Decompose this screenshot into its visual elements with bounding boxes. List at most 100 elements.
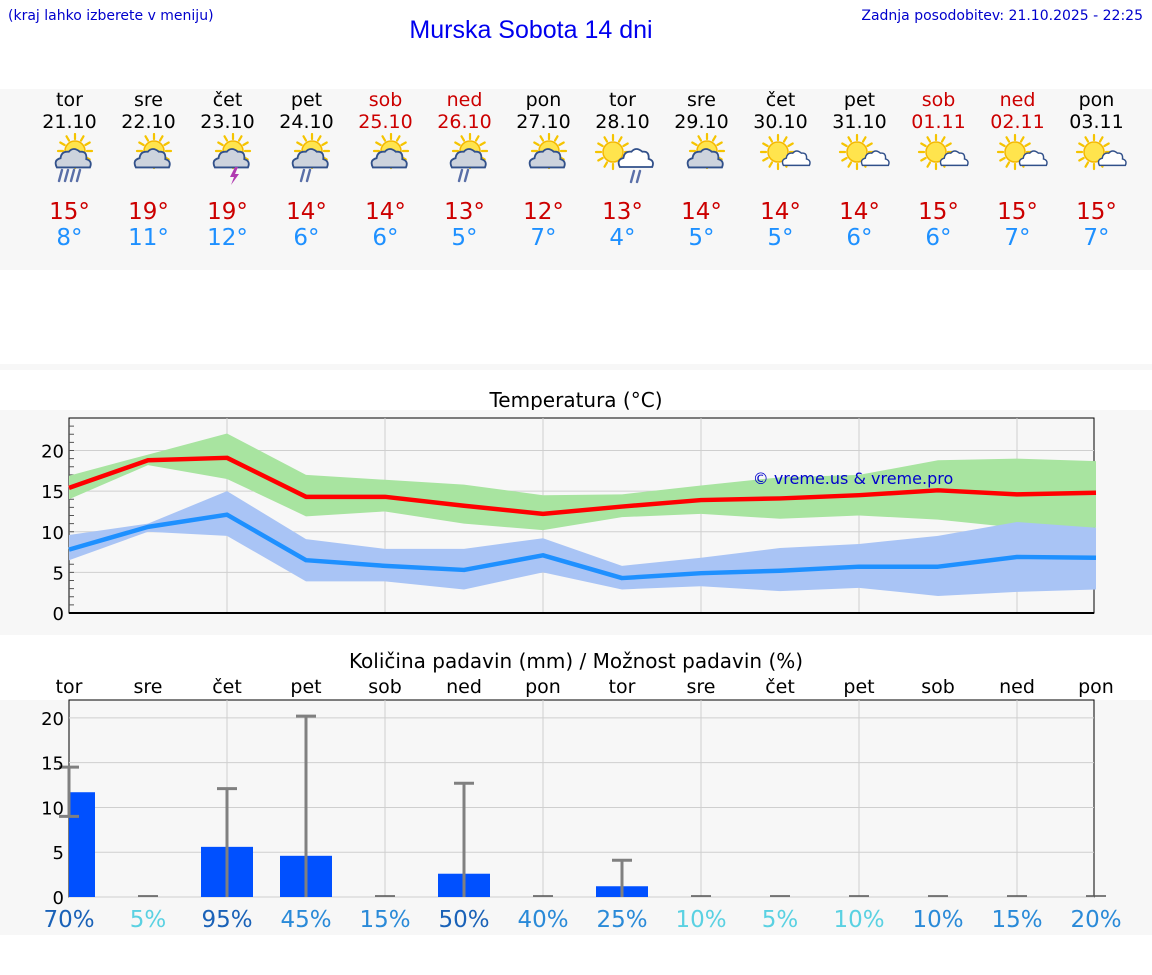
max-temperature: 14° — [365, 199, 406, 225]
day-date: 23.10 — [200, 111, 255, 133]
max-temperature: 13° — [444, 199, 485, 225]
y-tick-label: 10 — [41, 523, 64, 544]
precipitation-probability: 15% — [991, 907, 1042, 933]
x-category-label: tor — [609, 676, 636, 698]
page-title: Murska Sobota 14 dni — [409, 16, 653, 44]
day-date: 21.10 — [42, 111, 97, 133]
min-temperature: 6° — [925, 225, 952, 251]
precipitation-probability: 10% — [833, 907, 884, 933]
day-date: 27.10 — [516, 111, 571, 133]
temperature-chart-title: Temperatura (°C) — [489, 388, 663, 412]
precipitation-probability: 10% — [912, 907, 963, 933]
max-temperature: 13° — [602, 199, 643, 225]
x-category-label: pon — [1078, 676, 1114, 698]
x-category-label: pet — [843, 676, 874, 698]
x-category-label: pet — [290, 676, 321, 698]
y-tick-label: 20 — [41, 709, 64, 730]
max-temperature: 14° — [286, 199, 327, 225]
y-tick-label: 15 — [41, 754, 64, 775]
x-category-label: čet — [212, 676, 242, 698]
day-date: 29.10 — [674, 111, 729, 133]
divider — [0, 364, 1152, 370]
min-temperature: 7° — [530, 225, 557, 251]
max-temperature: 15° — [49, 199, 90, 225]
x-category-label: čet — [765, 676, 795, 698]
day-name: ned — [446, 89, 483, 111]
watermark: © vreme.us & vreme.pro — [753, 469, 954, 488]
day-name: pet — [843, 89, 876, 111]
day-date: 24.10 — [279, 111, 334, 133]
sun-white-cloud-rain-icon — [580, 133, 664, 197]
day-name: sob — [921, 89, 956, 111]
precipitation-probability: 20% — [1070, 907, 1121, 933]
min-temperature: 12° — [207, 225, 248, 251]
y-tick-label: 0 — [53, 888, 64, 909]
max-temperature: 19° — [207, 199, 248, 225]
max-temperature: 15° — [1076, 199, 1117, 225]
day-name: sob — [368, 89, 403, 111]
max-temperature: 15° — [918, 199, 959, 225]
precipitation-bar — [69, 792, 95, 897]
day-date: 02.11 — [990, 111, 1045, 133]
sun-cloud-icon — [106, 132, 190, 197]
sun-small-cloud-icon — [817, 133, 901, 197]
day-name: čet — [212, 89, 243, 111]
day-date: 22.10 — [121, 111, 176, 133]
y-tick-label: 5 — [53, 843, 64, 864]
min-temperature: 11° — [128, 225, 169, 251]
precipitation-probability: 5% — [130, 907, 167, 933]
precipitation-panel: tor 70% sre 5% čet 95% pet 45% sob 15% ned 50% pon 40… — [0, 675, 1152, 935]
min-temperature: 4° — [609, 225, 636, 251]
day-date: 31.10 — [832, 111, 887, 133]
label-row-background — [0, 675, 1152, 700]
min-temperature: 6° — [293, 225, 320, 251]
day-date: 01.11 — [911, 111, 966, 133]
sun-small-cloud-icon — [896, 133, 980, 197]
day-name: ned — [999, 89, 1036, 111]
precipitation-probability: 45% — [280, 907, 331, 933]
y-tick-label: 5 — [53, 563, 64, 584]
day-name: pet — [290, 89, 323, 111]
day-name: čet — [765, 89, 796, 111]
temperature-chart: 0 5 10 15 20 © vreme.us & vreme.pro — [41, 417, 1097, 625]
precipitation-probability: 40% — [517, 907, 568, 933]
x-category-label: sob — [921, 676, 955, 698]
precipitation-chart-title: Količina padavin (mm) / Možnost padavin … — [348, 649, 804, 673]
location-hint: (kraj lahko izberete v meniju) — [8, 8, 214, 24]
min-temperature: 5° — [451, 225, 478, 251]
day-date: 30.10 — [753, 111, 808, 133]
day-name: pon — [1078, 89, 1115, 111]
sun-thunderstorm-icon — [185, 132, 269, 197]
min-temperature: 8° — [56, 225, 83, 251]
forecast-strip: tor 21.10 15° 8° sre 22.10 19° 11° čet 23.10 19… — [0, 89, 1152, 270]
y-tick-label: 10 — [41, 798, 64, 819]
min-temperature: 5° — [767, 225, 794, 251]
precipitation-probability: 70% — [43, 907, 94, 933]
day-date: 28.10 — [595, 111, 650, 133]
sun-small-cloud-icon — [1054, 133, 1138, 197]
sun-small-cloud-icon — [738, 133, 822, 197]
x-category-label: tor — [56, 676, 83, 698]
day-name: sre — [687, 89, 716, 111]
min-temperature: 5° — [688, 225, 715, 251]
min-temperature-line — [68, 512, 1097, 581]
precipitation-probability: 25% — [596, 907, 647, 933]
precipitation-probability: 15% — [359, 907, 410, 933]
day-date: 26.10 — [437, 111, 492, 133]
sun-cloud-icon — [343, 132, 427, 197]
min-temperature: 6° — [372, 225, 399, 251]
x-category-label: sre — [134, 676, 163, 698]
precipitation-chart: tor 70% sre 5% čet 95% pet 45% sob 15% ned 50% pon 40… — [0, 675, 1152, 933]
sun-cloud-light-rain-icon — [264, 132, 348, 197]
y-tick-label: 20 — [41, 442, 64, 463]
temperature-panel: 0 5 10 15 20 © vreme.us & vreme.pro — [0, 410, 1152, 635]
max-temperature: 12° — [523, 199, 564, 225]
sun-cloud-icon — [659, 132, 743, 197]
max-temperature: 15° — [997, 199, 1038, 225]
sun-small-cloud-icon — [975, 133, 1059, 197]
x-category-label: sob — [368, 676, 402, 698]
sun-cloud-light-rain-icon — [422, 132, 506, 197]
y-tick-label: 0 — [53, 604, 64, 625]
day-name: sre — [134, 89, 163, 111]
precipitation-probability: 50% — [438, 907, 489, 933]
